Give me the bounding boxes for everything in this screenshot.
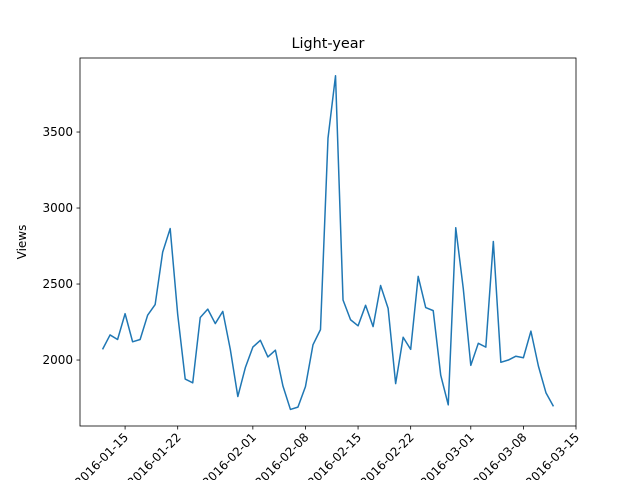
x-tick-label: 2016-02-15: [305, 430, 364, 480]
x-tick-label: 2016-03-01: [418, 430, 477, 480]
plot-frame: [79, 57, 577, 427]
line: [101, 75, 555, 411]
y-tick-label: 3500: [42, 125, 73, 139]
y-axis-label: Views: [15, 225, 29, 260]
x-tick-label: 2016-02-01: [200, 430, 259, 480]
x-tick-label: 2016-02-22: [358, 430, 417, 480]
x-tick-label: 2016-01-15: [72, 430, 131, 480]
y-tick-label: 2500: [42, 277, 73, 291]
x-tick-label: 2016-01-22: [125, 430, 184, 480]
x-tick-label: 2016-03-15: [523, 430, 582, 480]
chart-title: Light-year: [292, 36, 365, 52]
y-tick-label: 3000: [42, 201, 73, 215]
y-tick-label: 2000: [42, 353, 73, 367]
x-tick-label: 2016-03-08: [470, 430, 529, 480]
x-tick-label: 2016-02-08: [252, 430, 311, 480]
